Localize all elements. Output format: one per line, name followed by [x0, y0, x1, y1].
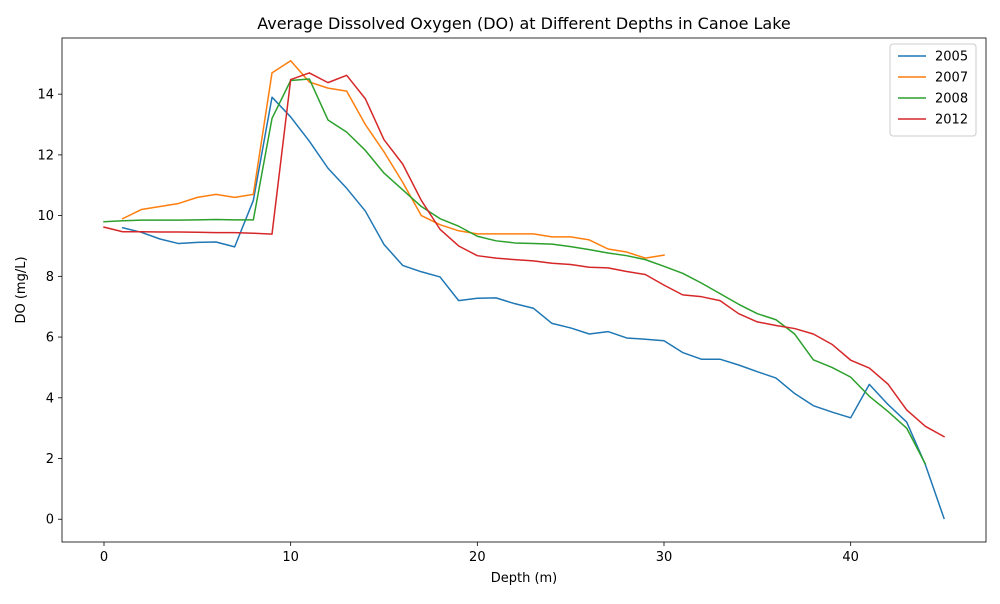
y-axis: 0 2 4 6 8 10 12 14	[37, 88, 62, 528]
legend-label-2008: 2008	[935, 92, 968, 107]
y-tick-label: 8	[46, 270, 54, 285]
series-layer	[103, 60, 946, 520]
legend-box	[889, 43, 977, 137]
x-axis-label: Depth (m)	[491, 571, 558, 586]
y-tick-label: 6	[46, 331, 54, 346]
legend-label-2005: 2005	[935, 50, 968, 65]
y-axis-label: DO (mg/L)	[14, 256, 29, 323]
y-tick-label: 14	[37, 88, 54, 103]
y-tick-label: 4	[46, 391, 54, 406]
y-tick-label: 0	[46, 513, 54, 528]
legend-label-2007: 2007	[935, 71, 968, 86]
legend: 2005 2007 2008 2012	[889, 43, 977, 137]
plot-area-frame	[61, 37, 987, 543]
x-axis: 0 10 20 30 40	[100, 542, 859, 565]
chart-title: Average Dissolved Oxygen (DO) at Differe…	[257, 14, 791, 33]
y-tick-label: 12	[37, 148, 54, 163]
legend-label-2012: 2012	[935, 113, 968, 128]
x-tick-label: 20	[469, 550, 486, 565]
y-tick-label: 2	[46, 452, 54, 467]
x-tick-label: 30	[656, 550, 673, 565]
series-line-2008	[103, 78, 927, 465]
y-tick-label: 10	[37, 209, 54, 224]
series-line-2007	[121, 60, 665, 259]
series-line-2012	[103, 72, 946, 438]
x-tick-label: 10	[282, 550, 299, 565]
series-line-2005	[121, 96, 945, 520]
x-tick-label: 40	[842, 550, 859, 565]
x-tick-label: 0	[100, 550, 108, 565]
